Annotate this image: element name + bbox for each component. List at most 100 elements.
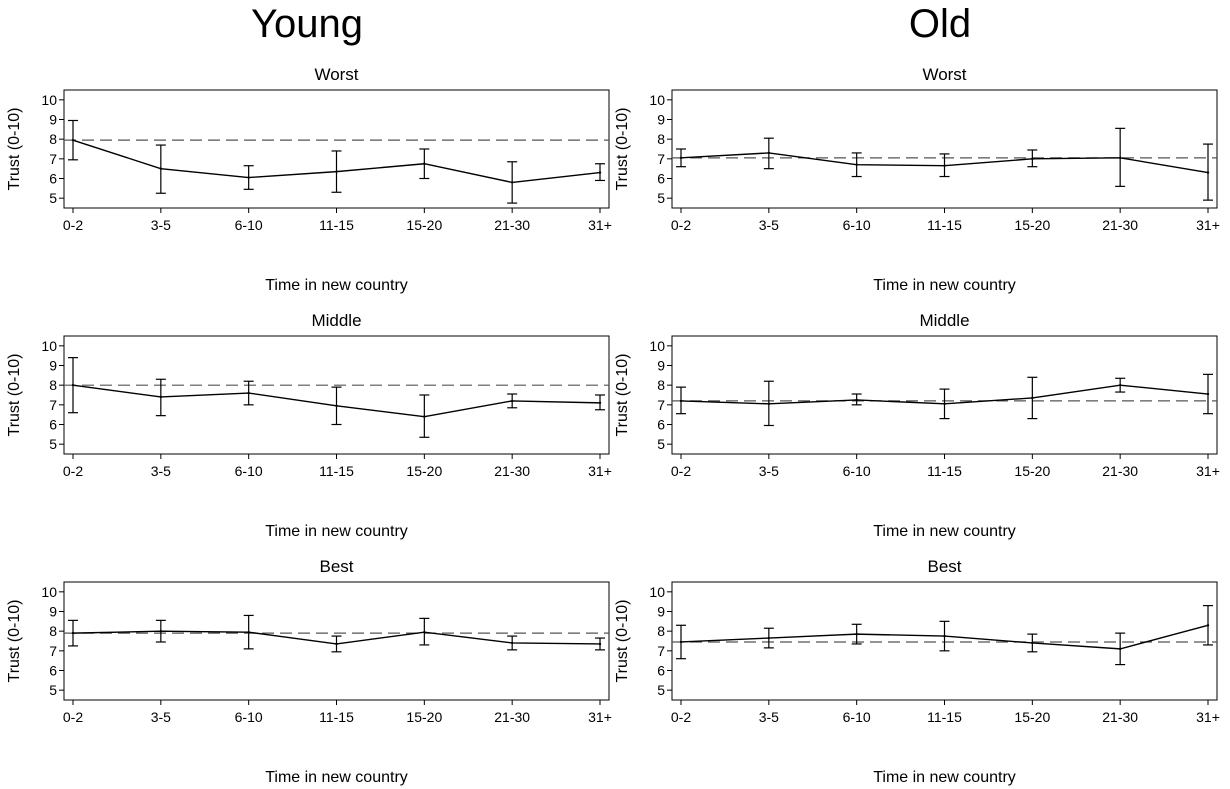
y-tick-label: 8 bbox=[49, 623, 57, 639]
y-tick-label: 10 bbox=[41, 92, 57, 108]
y-tick-label: 10 bbox=[649, 92, 665, 108]
data-point bbox=[943, 402, 946, 406]
data-point bbox=[159, 167, 163, 170]
data-point bbox=[1118, 383, 1122, 387]
y-tick-label: 6 bbox=[49, 417, 57, 433]
x-tick-label: 0-2 bbox=[63, 217, 83, 233]
x-tick-label: 6-10 bbox=[843, 217, 871, 233]
x-tick-label: 11-15 bbox=[319, 217, 354, 233]
panel-old-middle: Middle 5 6 7 8 9 10 Trust (0-10) 0-2 3-5 6-10 11-15… bbox=[614, 311, 1220, 540]
x-tick-label: 31+ bbox=[588, 463, 612, 479]
x-tick-label: 0-2 bbox=[63, 709, 83, 725]
y-tick-label: 7 bbox=[657, 151, 665, 167]
x-tick-label: 11-15 bbox=[927, 217, 962, 233]
x-tick-label: 21-30 bbox=[494, 463, 530, 479]
data-point bbox=[598, 171, 602, 174]
x-tick-label: 3-5 bbox=[759, 709, 779, 725]
y-tick-label: 10 bbox=[41, 584, 57, 600]
y-axis-label: Trust (0-10) bbox=[6, 600, 23, 683]
y-tick-label: 10 bbox=[41, 338, 57, 354]
x-tick-label: 3-5 bbox=[151, 709, 171, 725]
data-point bbox=[423, 162, 426, 165]
data-point bbox=[679, 156, 683, 160]
y-tick-label: 6 bbox=[49, 663, 57, 679]
x-tick-label: 31+ bbox=[588, 709, 612, 725]
panel-old-best: Best 5 6 7 8 9 10 Trust (0-10) 0-2 3-5 6-10 11-15 15… bbox=[614, 557, 1220, 786]
data-point bbox=[1031, 396, 1034, 400]
data-point bbox=[1206, 392, 1210, 396]
data-point bbox=[1031, 641, 1034, 645]
data-point bbox=[679, 399, 683, 403]
data-point bbox=[247, 630, 250, 634]
data-point bbox=[510, 641, 514, 645]
y-tick-label: 5 bbox=[657, 436, 665, 452]
y-tick-label: 10 bbox=[649, 584, 665, 600]
data-point bbox=[943, 164, 946, 167]
y-tick-label: 5 bbox=[49, 436, 57, 452]
x-tick-label: 0-2 bbox=[671, 463, 691, 479]
y-tick-label: 6 bbox=[657, 663, 665, 679]
y-tick-label: 7 bbox=[49, 643, 57, 659]
data-point bbox=[335, 170, 338, 173]
data-point bbox=[71, 631, 75, 635]
x-tick-label: 6-10 bbox=[843, 463, 871, 479]
x-tick-label: 6-10 bbox=[235, 709, 263, 725]
x-tick-label: 6-10 bbox=[235, 217, 263, 233]
data-point bbox=[1206, 624, 1210, 627]
y-tick-label: 6 bbox=[657, 417, 665, 433]
x-axis-label: Time in new country bbox=[873, 277, 1016, 294]
y-axis-label: Trust (0-10) bbox=[6, 354, 23, 437]
x-axis-label: Time in new country bbox=[265, 523, 408, 540]
data-point bbox=[855, 398, 858, 402]
data-point bbox=[598, 401, 602, 405]
data-point bbox=[679, 640, 683, 644]
panel-title: Best bbox=[319, 557, 353, 576]
x-axis-label: Time in new country bbox=[265, 277, 408, 294]
y-tick-label: 5 bbox=[49, 190, 57, 206]
data-point bbox=[855, 163, 858, 166]
data-point bbox=[1118, 156, 1122, 160]
y-tick-label: 9 bbox=[657, 112, 665, 128]
data-point bbox=[510, 399, 514, 403]
panel-title: Middle bbox=[919, 311, 969, 330]
data-point bbox=[335, 404, 338, 408]
data-point bbox=[1031, 157, 1034, 161]
x-tick-label: 21-30 bbox=[494, 217, 530, 233]
x-tick-label: 15-20 bbox=[406, 709, 442, 725]
y-tick-label: 8 bbox=[657, 623, 665, 639]
data-point bbox=[855, 632, 858, 636]
x-tick-label: 6-10 bbox=[235, 463, 263, 479]
panel-young-middle: Middle 5 6 7 8 9 10 Trust (0-10) 0-2 3-5 6-10 11-15… bbox=[6, 311, 612, 540]
y-tick-label: 7 bbox=[657, 643, 665, 659]
panel-title: Worst bbox=[314, 65, 358, 84]
y-tick-label: 9 bbox=[657, 604, 665, 620]
x-tick-label: 3-5 bbox=[151, 217, 171, 233]
data-point bbox=[767, 402, 771, 406]
panel-title: Middle bbox=[311, 311, 361, 330]
data-point bbox=[71, 383, 75, 387]
x-tick-label: 15-20 bbox=[1014, 463, 1050, 479]
x-tick-label: 21-30 bbox=[1102, 709, 1138, 725]
panel-young-best: Best 5 6 7 8 9 10 Trust (0-10) 0-2 3-5 6-10 11-15 15… bbox=[6, 557, 612, 786]
x-tick-label: 31+ bbox=[588, 217, 612, 233]
panel-title: Best bbox=[927, 557, 961, 576]
x-tick-label: 15-20 bbox=[406, 217, 442, 233]
y-tick-label: 5 bbox=[49, 682, 57, 698]
data-point bbox=[767, 151, 771, 155]
data-point bbox=[247, 176, 250, 179]
x-tick-label: 15-20 bbox=[1014, 217, 1050, 233]
x-tick-label: 3-5 bbox=[151, 463, 171, 479]
y-tick-label: 6 bbox=[49, 171, 57, 187]
x-axis-label: Time in new country bbox=[873, 769, 1016, 786]
plot-frame bbox=[671, 89, 1218, 209]
x-axis-label: Time in new country bbox=[265, 769, 408, 786]
y-tick-label: 9 bbox=[49, 358, 57, 374]
x-tick-label: 21-30 bbox=[1102, 217, 1138, 233]
panel-young-worst: Worst 5 6 7 8 9 10 Trust (0-10) 0-2 3-5 6-10 11-15 1… bbox=[6, 65, 612, 294]
x-tick-label: 11-15 bbox=[319, 463, 354, 479]
data-point bbox=[1118, 647, 1122, 651]
data-point bbox=[247, 391, 250, 395]
y-tick-label: 9 bbox=[49, 112, 57, 128]
panel-old-worst: Worst 5 6 7 8 9 10 Trust (0-10) 0-2 3-5 6-10 11-15 1… bbox=[614, 65, 1220, 294]
